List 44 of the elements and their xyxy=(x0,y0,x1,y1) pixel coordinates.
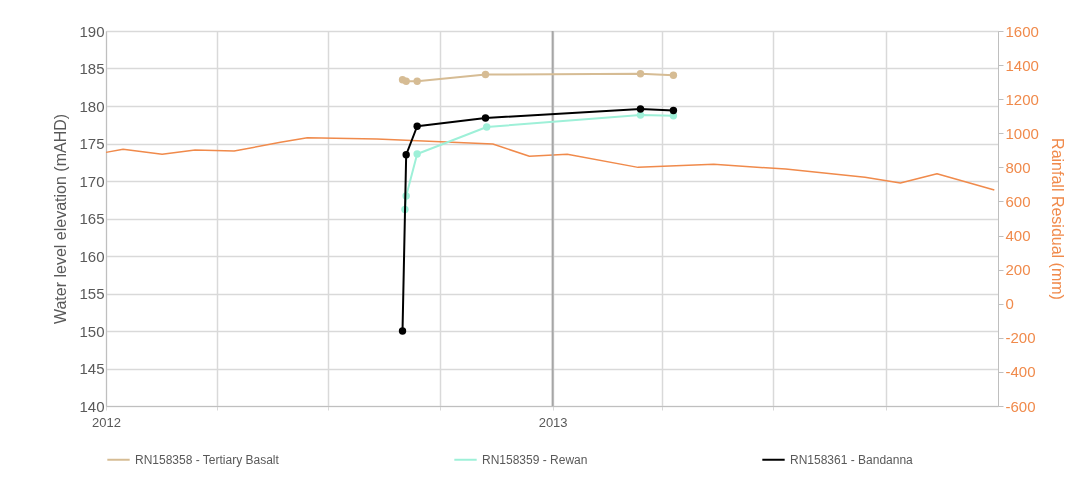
line-series xyxy=(105,136,996,191)
y2-tick-label: 1000 xyxy=(1005,124,1039,142)
legend-label: RN158359 - Rewan xyxy=(482,452,588,467)
y2-tick-label: 400 xyxy=(1005,227,1031,245)
point xyxy=(402,77,410,85)
point xyxy=(413,77,421,85)
y2-tick-label: 1600 xyxy=(1005,22,1039,40)
y-tick-label: 140 xyxy=(79,397,105,415)
point xyxy=(636,105,645,113)
x-tick-label: 2012 xyxy=(92,414,121,430)
point xyxy=(481,70,490,79)
y-tick-label: 175 xyxy=(79,135,105,152)
y-tick-label: 145 xyxy=(79,360,105,377)
point xyxy=(413,122,421,130)
y2-tick-label: 1400 xyxy=(1005,56,1039,74)
y-tick-label: 155 xyxy=(79,285,105,302)
y2-tick-label: -400 xyxy=(1005,363,1036,381)
y2-tick-label: 600 xyxy=(1005,192,1031,210)
x-tick-label: 2013 xyxy=(538,414,568,430)
point xyxy=(413,150,421,158)
y-tick-label: 180 xyxy=(79,97,105,115)
point xyxy=(636,70,645,78)
point xyxy=(398,327,407,335)
y2-tick-label: -200 xyxy=(1005,329,1036,347)
y-axis-title: Water level elevation (mAHD) xyxy=(52,113,70,325)
y2-tick-label: 800 xyxy=(1005,158,1031,176)
y2-axis-title: Rainfall Residual (mm) xyxy=(1048,138,1066,300)
y-tick-label: 150 xyxy=(79,322,105,340)
y2-tick-label: 1200 xyxy=(1005,90,1039,108)
point xyxy=(402,151,410,159)
y2-tick-label: 0 xyxy=(1005,295,1014,313)
point xyxy=(481,114,490,122)
y-tick-label: 185 xyxy=(79,60,105,77)
point xyxy=(669,71,678,79)
point xyxy=(483,123,491,131)
point xyxy=(669,106,678,115)
y2-tick-label: 200 xyxy=(1005,261,1031,279)
y2-tick-label: -600 xyxy=(1005,397,1036,415)
legend-label: RN158361 - Bandanna xyxy=(790,452,914,467)
y-tick-label: 165 xyxy=(79,210,105,227)
y-tick-label: 170 xyxy=(79,172,105,190)
legend-label: RN158358 - Tertiary Basalt xyxy=(135,452,280,467)
y-tick-label: 190 xyxy=(79,22,105,40)
y-tick-label: 160 xyxy=(79,247,105,265)
